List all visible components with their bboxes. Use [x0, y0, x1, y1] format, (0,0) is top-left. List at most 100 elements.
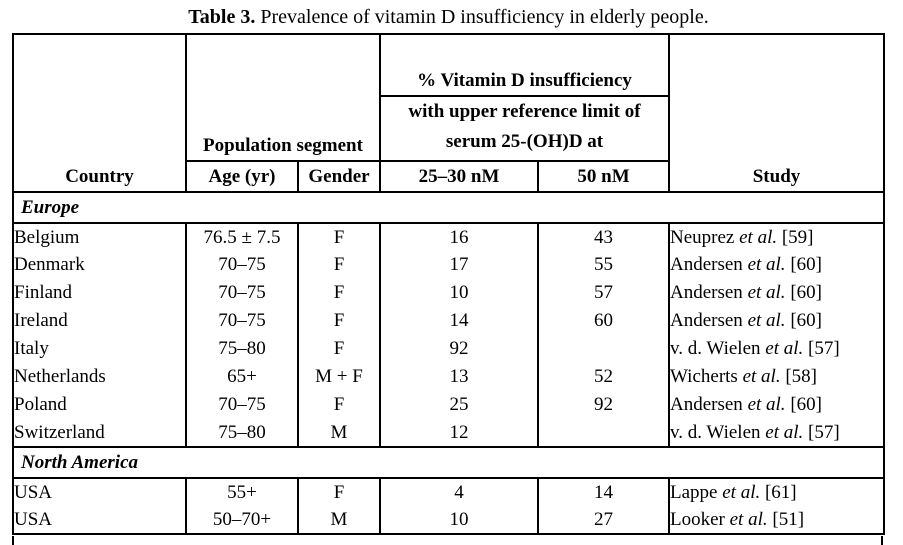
cell-gender: F: [297, 307, 380, 335]
section-row-north-america: North America: [13, 446, 884, 479]
header-population-segment: Population segment: [186, 34, 381, 162]
header-age: Age (yr): [185, 161, 298, 193]
cell-study: Lappe et al. [61]: [668, 478, 884, 506]
cell-25-30: 4: [379, 478, 538, 506]
study-ref: [60]: [785, 310, 822, 331]
cell-country: Switzerland: [14, 421, 105, 443]
study-ref: [57]: [803, 421, 840, 443]
table-row: USA 55+ F 4 14 Lappe et al. [61]: [13, 478, 884, 506]
study-ref: [58]: [780, 366, 817, 387]
cell-50: 43: [537, 223, 669, 251]
study-ref: [60]: [785, 282, 822, 303]
study-etal: et al.: [765, 421, 804, 443]
table-row: Finland 70–75 F 10 57 Andersen et al. [6…: [13, 279, 884, 307]
cell-country: Belgium: [14, 226, 80, 248]
table-border-stub-left: [12, 536, 14, 545]
header-50-nm: 50 nM: [537, 161, 669, 193]
study-etal: et al.: [742, 366, 781, 387]
study-etal: et al.: [747, 394, 786, 415]
cell-25-30: 92: [379, 335, 538, 363]
study-ref: [60]: [785, 254, 822, 275]
cell-age: 70–75: [185, 307, 298, 335]
cell-age: 76.5 ± 7.5: [185, 223, 298, 251]
cell-country: Poland: [14, 394, 67, 415]
cell-gender: F: [297, 335, 380, 363]
cell-study: Andersen et al. [60]: [668, 279, 884, 307]
table-row: Denmark 70–75 F 17 55 Andersen et al. [6…: [13, 251, 884, 279]
study-author: v. d. Wielen: [670, 338, 766, 359]
cell-country: Finland: [14, 282, 73, 303]
table-row: Netherlands 65+ M + F 13 52 Wicherts et …: [13, 363, 884, 391]
cell-50: 14: [537, 478, 669, 506]
study-author: Looker: [670, 508, 730, 530]
study-etal: et al.: [747, 282, 786, 303]
table-row: Italy 75–80 F 92 v. d. Wielen et al. [57…: [13, 335, 884, 363]
cell-25-30: 10: [379, 279, 538, 307]
cell-age: 55+: [185, 478, 298, 506]
cell-25-30: 17: [379, 251, 538, 279]
cell-50: [537, 335, 669, 363]
cell-country: Netherlands: [14, 366, 106, 387]
study-ref: [57]: [803, 338, 840, 359]
cell-50: 52: [537, 363, 669, 391]
cell-age: 50–70+: [185, 506, 298, 534]
cell-50: 92: [537, 391, 669, 419]
header-25-30-nm: 25–30 nM: [379, 161, 538, 193]
cell-gender: F: [297, 279, 380, 307]
cell-25-30: 25: [379, 391, 538, 419]
table-row: Switzerland 75–80 M 12 v. d. Wielen et a…: [13, 419, 884, 447]
study-ref: [59]: [777, 226, 814, 248]
cell-age: 70–75: [185, 279, 298, 307]
header-insufficiency-group-line1: % Vitamin D insufficiency: [380, 34, 670, 97]
cell-gender: F: [297, 391, 380, 419]
cell-25-30: 14: [379, 307, 538, 335]
table-caption: Table 3. Prevalence of vitamin D insuffi…: [0, 5, 897, 29]
cell-25-30: 10: [379, 506, 538, 534]
cell-age: 75–80: [185, 419, 298, 447]
cell-study: v. d. Wielen et al. [57]: [668, 335, 884, 363]
header-group-text-a: with upper reference limit of: [408, 101, 641, 122]
cell-country: Italy: [14, 338, 49, 359]
header-gender: Gender: [297, 161, 380, 193]
study-etal: et al.: [722, 481, 761, 503]
cell-gender: F: [297, 478, 380, 506]
table-row: USA 50–70+ M 10 27 Looker et al. [51]: [13, 506, 884, 534]
study-author: Lappe: [670, 481, 723, 503]
cell-study: Andersen et al. [60]: [668, 391, 884, 419]
study-author: Andersen: [670, 310, 748, 331]
cell-50: 27: [537, 506, 669, 534]
header-row-3: Age (yr) Gender 25–30 nM 50 nM: [13, 161, 884, 193]
header-row-1: Country Population segment % Vitamin D i…: [13, 34, 884, 193]
cell-gender: F: [297, 223, 380, 251]
study-author: Andersen: [670, 282, 748, 303]
cell-25-30: 13: [379, 363, 538, 391]
study-author: v. d. Wielen: [670, 421, 766, 443]
cell-gender: F: [297, 251, 380, 279]
study-etal: et al.: [747, 254, 786, 275]
table-row: Ireland 70–75 F 14 60 Andersen et al. [6…: [13, 307, 884, 335]
cell-gender: M: [297, 419, 380, 447]
cell-age: 75–80: [185, 335, 298, 363]
caption-label: Table 3.: [188, 6, 256, 28]
caption-text: Prevalence of vitamin D insufficiency in…: [255, 6, 709, 28]
cell-country: USA: [14, 481, 53, 503]
study-etal: et al.: [765, 338, 804, 359]
cell-50: 57: [537, 279, 669, 307]
cell-age: 70–75: [185, 391, 298, 419]
cell-25-30: 16: [379, 223, 538, 251]
table-row: Belgium 76.5 ± 7.5 F 16 43 Neuprez et al…: [13, 223, 884, 251]
cell-50: [537, 419, 669, 447]
cell-country: USA: [14, 508, 53, 530]
cell-25-30: 12: [379, 419, 538, 447]
cell-age: 65+: [185, 363, 298, 391]
study-author: Wicherts: [670, 366, 743, 387]
header-country: Country: [13, 34, 187, 193]
table-border-stub-right: [881, 536, 883, 545]
cell-study: Andersen et al. [60]: [668, 307, 884, 335]
section-label: North America: [13, 446, 884, 479]
cell-50: 55: [537, 251, 669, 279]
vitamin-d-table: Country Population segment % Vitamin D i…: [12, 33, 885, 535]
study-ref: [51]: [767, 508, 805, 530]
cell-study: Neuprez et al. [59]: [668, 223, 884, 251]
